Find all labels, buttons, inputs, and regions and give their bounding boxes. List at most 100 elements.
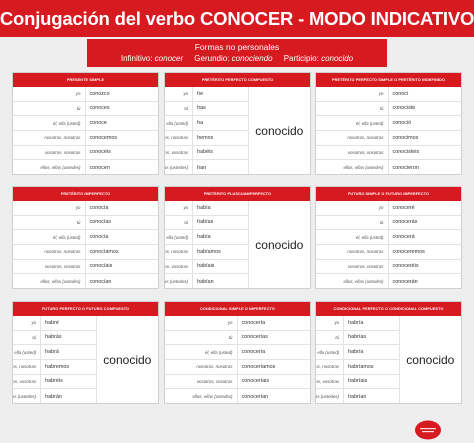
verb-form-cell: conocemos [89, 134, 118, 141]
conjugation-row: yo conoceré [316, 201, 461, 216]
auxiliary-cell: hemos [197, 134, 214, 141]
pronoun-cell: vosotros, vosotras [165, 259, 194, 274]
conjugation-row: yo habría [316, 316, 399, 331]
auxiliary-cell: habríais [348, 378, 368, 385]
auxiliary-cell: habrá [45, 349, 59, 356]
card-condicional: Condicional simple o imperfecto yo conoce… [164, 301, 311, 404]
verb-form-cell: conocí [392, 90, 409, 97]
pronoun-cell: tú [165, 215, 194, 230]
conjugation-row: ellos, ellas (ustedes)habrían [316, 389, 399, 403]
pronoun-cell: nosotros, nosotras [316, 130, 389, 145]
pronoun-cell: ellos, ellas (ustedes) [13, 389, 42, 403]
auxiliary-cell: habrían [348, 393, 367, 400]
pronoun-cell: ellos, ellas (ustedes) [316, 389, 345, 403]
pronoun-cell: él, ella (usted) [13, 230, 86, 244]
auxiliary-cell: habían [197, 278, 214, 285]
pronoun-cell: yo [165, 316, 238, 330]
auxiliary-cell: habéis [197, 149, 213, 156]
conjugation-row: él, ella (usted) conocía [13, 230, 158, 245]
verb-form-cell: conocíais [89, 263, 113, 270]
card-title: Pretérito perfecto compuesto [165, 73, 310, 87]
conjugation-row: él, ella (usted)ha [165, 116, 248, 131]
auxiliary-cell: ha [197, 120, 204, 127]
card-title: Futuro perfecto o futuro compuesto [13, 302, 158, 316]
pronoun-cell: vosotros, vosotras [13, 145, 86, 160]
conjugation-row: tú conoces [13, 101, 158, 117]
card-cond-perf: Condicional perfecto o condicional compu… [315, 301, 462, 404]
verb-form-cell: conocéis [89, 149, 111, 156]
participio-label: Participio: [283, 54, 319, 63]
verb-form-cell: conoceremos [392, 248, 425, 255]
verb-form-cell: conocisteis [392, 149, 420, 156]
card-title: Futuro simple o futuro imperfecto [316, 187, 461, 201]
pronoun-cell: yo [13, 201, 86, 215]
pronoun-cell: ellos, ellas (ustedes) [13, 160, 86, 174]
card-body: yohetúhasél, ella (usted)hanosotros, nos… [165, 87, 310, 174]
card-pret-perf-comp: Pretérito perfecto compuesto yohetúhasél… [164, 72, 311, 175]
participle: conocido [247, 201, 310, 288]
verb-form-cell: conocería [241, 319, 266, 326]
pronoun-cell: él, ella (usted) [316, 116, 389, 130]
gerundio-label: Gerundio: [194, 54, 230, 63]
verb-form-cell: conoció [392, 120, 412, 127]
verb-form-cell: conocían [89, 278, 112, 285]
verb-form-cell: conocerán [392, 278, 418, 285]
pronoun-cell: tú [13, 215, 86, 230]
conjugation-row: nosotros, nosotras conocimos [316, 130, 461, 146]
verb-form-cell: conozco [89, 90, 110, 97]
conjugation-row: ellos, ellas (ustedes) conocerían [165, 389, 310, 403]
pronoun-cell: vosotros, vosotras [316, 259, 389, 274]
verb-form-cell: conocería [241, 349, 266, 356]
verb-form-cell: conociste [392, 105, 416, 112]
conjugation-row: vosotros, vosotras conocíais [13, 259, 158, 275]
verb-form-cell: conoceríamos [241, 363, 276, 370]
card-body: yo conocía tú conocías él, ella (usted) conoc… [13, 201, 158, 288]
card-futuro: Futuro simple o futuro imperfecto yo cono… [315, 186, 462, 289]
card-imperfecto: Pretérito imperfecto yo conocía tú conocías… [12, 186, 159, 289]
card-fut-perf: Futuro perfecto o futuro compuesto yo hab… [12, 301, 159, 404]
auxiliary-cell: habíais [197, 263, 215, 270]
verb-form-cell: conoceréis [392, 263, 419, 270]
card-body: yo conoceré tú conocerás él, ella (usted) con… [316, 201, 461, 288]
conjugation-row: ellos, ellas (ustedes) conocieron [316, 160, 461, 174]
infinitivo-label: Infinitivo: [120, 54, 153, 63]
pronoun-cell: él, ella (usted) [316, 345, 345, 359]
conjugation-row: ellos, ellas (ustedes)han [165, 160, 248, 174]
auxiliary-cell: habías [197, 219, 214, 226]
verb-form-cell: conocerá [392, 234, 415, 241]
pronoun-cell: él, ella (usted) [165, 116, 194, 130]
pronoun-cell: nosotros, nosotras [13, 359, 42, 374]
pronoun-cell: yo [13, 87, 86, 101]
verb-form-cell: conocimos [392, 134, 419, 141]
pronoun-cell: yo [13, 316, 42, 330]
card-title: Condicional perfecto o condicional compu… [316, 302, 461, 316]
conjugation-row: él, ella (usted) conocerá [316, 230, 461, 245]
pronoun-cell: tú [13, 101, 86, 116]
conjugation-row: yo conozco [13, 87, 158, 102]
logo-stripe [420, 428, 436, 430]
conjugation-row: yo habré [13, 316, 96, 331]
auxiliary-cell: habremos [45, 363, 70, 370]
conjugation-row: tú habrás [13, 330, 96, 346]
auxiliary-cell: había [197, 204, 211, 211]
conjugation-row: yo he [165, 87, 248, 102]
participio-stem: conoc [321, 54, 343, 63]
participle: conocido [247, 87, 310, 174]
conjugation-row: vosotros, vosotras conoceríais [165, 374, 310, 390]
auxiliary-cell: habrías [348, 334, 367, 341]
pronoun-cell: vosotros, vosotras [13, 259, 86, 274]
logo-shape [415, 420, 441, 440]
verb-form-cell: conocerás [392, 219, 418, 226]
verb-form-cell: conocerían [241, 393, 269, 400]
page-title: Conjugación del verbo CONOCER - MODO IND… [0, 7, 474, 29]
pronoun-cell: tú [316, 330, 345, 345]
pronoun-cell: vosotros, vosotras [316, 145, 389, 160]
pronoun-cell: nosotros, nosotras [316, 359, 345, 374]
verb-form-cell: conocía [89, 234, 109, 241]
pronoun-cell: nosotros, nosotras [13, 244, 86, 259]
